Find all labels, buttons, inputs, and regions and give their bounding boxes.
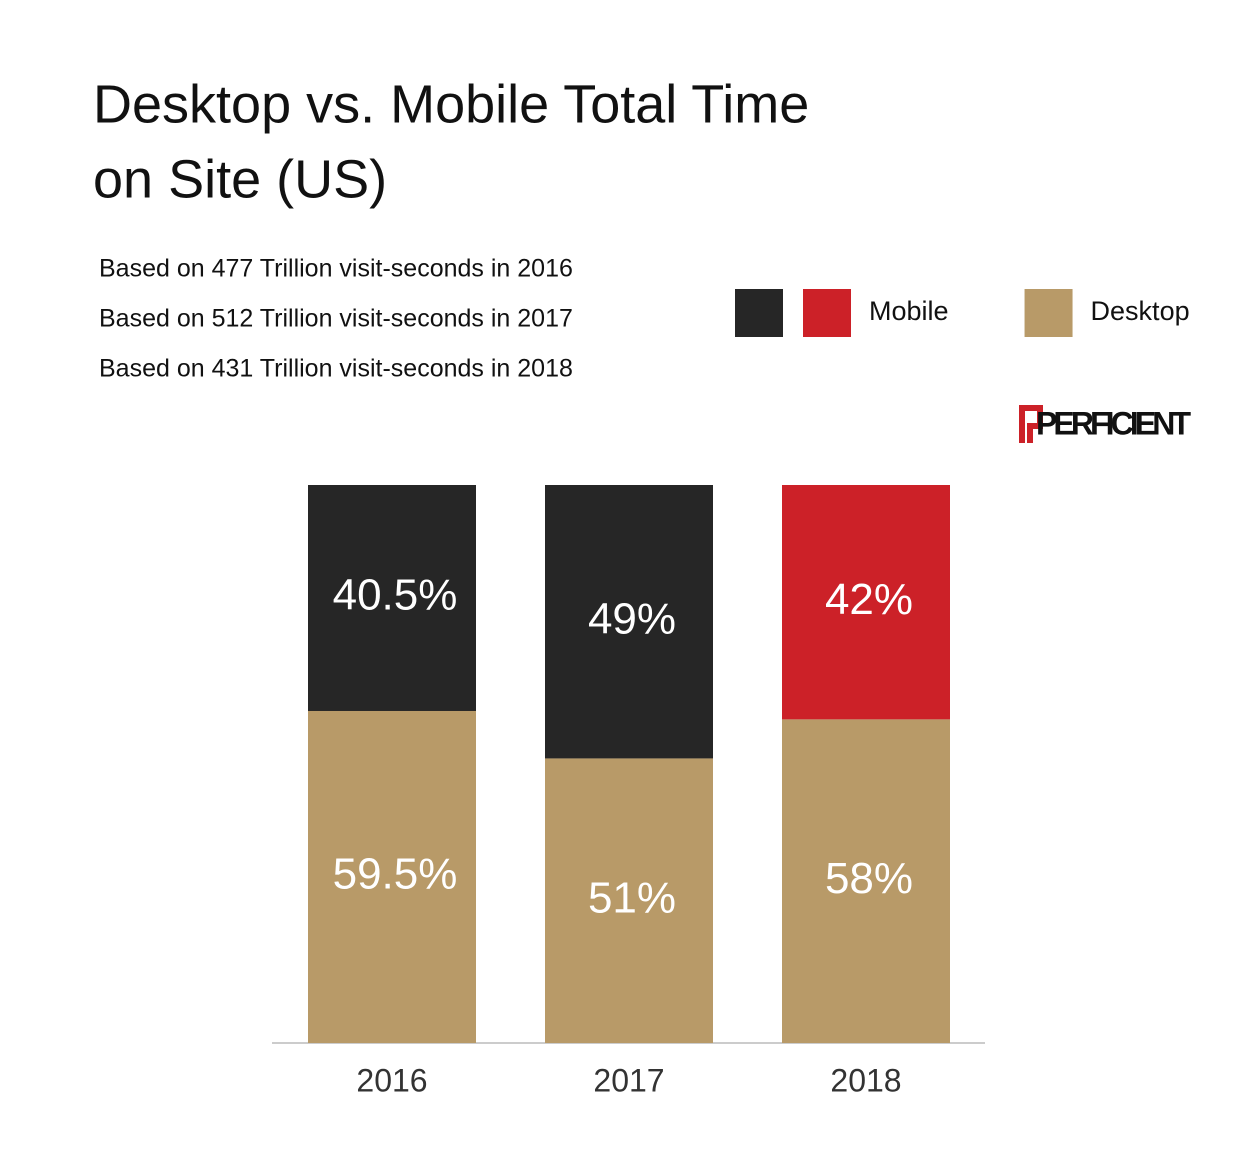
legend-swatch bbox=[803, 289, 851, 337]
bar-segment bbox=[545, 485, 713, 759]
value-label: 58% bbox=[825, 854, 913, 903]
value-label: 42% bbox=[825, 575, 913, 624]
bar-segment bbox=[308, 485, 476, 711]
logo-mark bbox=[1019, 405, 1043, 443]
value-label: 49% bbox=[588, 594, 676, 643]
chart-title: on Site (US) bbox=[93, 149, 387, 209]
legend-label: Desktop bbox=[1091, 296, 1190, 326]
note: Based on 477 Trillion visit-seconds in 2… bbox=[99, 255, 573, 283]
x-tick-label: 2016 bbox=[356, 1062, 427, 1098]
x-tick-label: 2018 bbox=[830, 1062, 901, 1098]
note: Based on 431 Trillion visit-seconds in 2… bbox=[99, 355, 573, 383]
bar-segment bbox=[782, 485, 950, 720]
legend-swatch bbox=[1024, 289, 1073, 337]
legend-label: Mobile bbox=[869, 296, 949, 326]
value-label: 51% bbox=[588, 873, 676, 922]
legend-swatch bbox=[735, 289, 783, 337]
value-label: 40.5% bbox=[333, 571, 458, 620]
chart-title: Desktop vs. Mobile Total Time bbox=[93, 74, 809, 134]
bar-segment bbox=[782, 719, 950, 1043]
bar-segment bbox=[545, 758, 713, 1043]
bar-segment bbox=[308, 710, 476, 1043]
x-tick-label: 2017 bbox=[593, 1062, 664, 1098]
logo: PERFICIENT bbox=[1036, 405, 1191, 441]
value-label: 59.5% bbox=[333, 850, 458, 899]
note: Based on 512 Trillion visit-seconds in 2… bbox=[99, 305, 573, 333]
